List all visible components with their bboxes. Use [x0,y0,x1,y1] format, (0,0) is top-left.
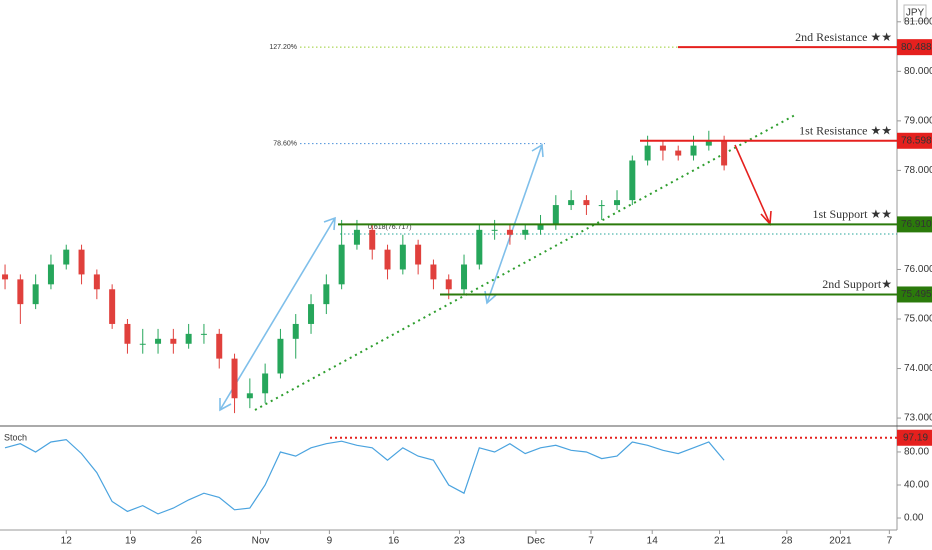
indicator-level-label: 97.19 [903,432,928,443]
x-tick-label: 12 [61,536,73,547]
fib-label: 78.60% [273,140,297,147]
candle-body [262,373,269,394]
x-tick-label: Nov [252,536,270,547]
candle-body [338,244,345,285]
candle-body [170,338,177,344]
candle-body [17,279,24,305]
candle-body [415,244,422,265]
candle-body [277,338,284,374]
x-tick-label: 16 [388,536,400,547]
candle-body [292,323,299,339]
level-price-box [897,132,932,149]
y-tick-label: 73.000 [904,413,932,424]
candle-body [506,229,513,235]
x-tick-label: 26 [191,536,203,547]
indicator-name: Stoch [4,432,27,442]
candle-body [32,284,39,305]
x-tick-label: Dec [527,536,545,547]
candle-body [614,200,621,206]
currency: JPY [906,8,925,19]
x-tick-label: 7 [887,536,893,547]
level-price: 78.598 [901,135,932,146]
y-tick-label: 76.000 [904,264,932,275]
candle-body [629,160,636,201]
y-tick-label: 81.000 [904,16,932,27]
level-name: 1st Resistance ★★ [799,124,892,138]
candle-body [185,333,192,344]
candle-body [231,358,238,399]
stoch-line [4,438,725,515]
candle-body [109,289,116,324]
fib-label: 0.618(76.717) [368,224,412,231]
candle-body [323,284,330,305]
candle-body [93,274,100,290]
indicator-tick-label: 40.00 [904,480,929,491]
candle-body [461,264,468,290]
y-tick-label: 79.000 [904,116,932,127]
candle-body [384,249,391,270]
candle-body [430,264,437,280]
x-tick-label: 19 [125,536,137,547]
candle-body [598,205,605,207]
x-tick-label: 21 [714,536,726,547]
candle-body [353,229,360,245]
x-tick-label: 14 [647,536,659,547]
x-tick-label: 7 [588,536,594,547]
candle-body [2,274,9,280]
x-tick-label: 9 [327,536,333,547]
level-name: 1st Support ★★ [812,207,892,221]
trend-line [254,114,796,411]
candle-body [47,264,54,285]
candle-body [308,304,315,324]
candle-body [537,224,544,230]
y-tick-label: 75.000 [904,314,932,325]
candle-body [476,229,483,265]
indicator-tick-label: 0.00 [904,513,924,524]
candle-body [675,150,682,156]
fib-label: 127.20% [269,44,297,51]
x-tick-label: 2021 [829,536,852,547]
candle-body [78,249,85,275]
candle-body [155,338,162,344]
candle-body [216,333,223,359]
candle-body [568,200,575,206]
y-tick-label: 80.000 [904,66,932,77]
x-tick-label: 28 [781,536,793,547]
candle-body [445,279,452,290]
candle-body [583,200,590,206]
indicator-level-box [897,429,932,446]
candle-body [491,229,498,231]
candle-body [246,393,253,399]
candle-body [705,140,712,146]
candle-body [63,249,70,265]
candle-body [200,333,207,335]
candle-body [644,145,651,161]
level-price-box [897,39,932,56]
candle-body [522,229,529,235]
level-name: 2nd Resistance ★★ [795,30,892,44]
level-price-box [897,216,932,233]
level-price: 76.910 [901,219,932,230]
x-tick-label: 23 [454,536,466,547]
candle-body [399,244,406,270]
y-tick-label: 74.000 [904,363,932,374]
candle-body [690,145,697,156]
candle-body [721,140,728,166]
candle-body [124,323,131,344]
level-price: 80.488 [901,42,932,53]
candle-body [139,343,146,345]
candle-body [659,145,666,151]
indicator-tick-label: 80.00 [904,447,929,458]
level-name: 2nd Support★ [822,277,892,291]
currency-box [903,4,927,22]
level-price-box [897,286,932,303]
candle-body [369,229,376,250]
level-price: 75.495 [901,289,932,300]
y-tick-label: 78.000 [904,165,932,176]
candle-body [552,205,559,225]
